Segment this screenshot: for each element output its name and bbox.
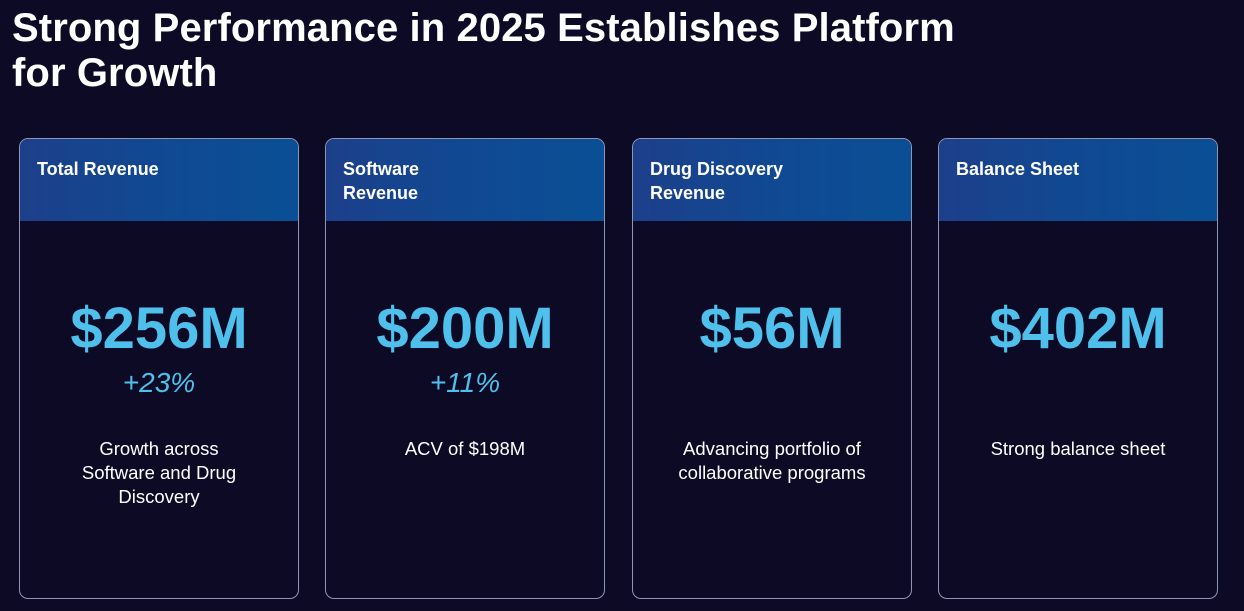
card-body: $56M Advancing portfolio of collaborativ… [633,221,911,598]
card-body: $256M +23% Growth across Software and Dr… [20,221,298,598]
metric-description: Growth across Software and Drug Discover… [81,438,237,507]
card-drug-discovery-revenue: Drug Discovery Revenue $56M Advancing po… [632,138,912,599]
card-body: $200M +11% ACV of $198M [326,221,604,598]
card-header: Drug Discovery Revenue [633,139,911,221]
card-title: Balance Sheet [956,159,1080,179]
card-title: Total Revenue [37,159,159,179]
card-title: Software Revenue [343,159,420,203]
card-total-revenue: Total Revenue $256M +23% Growth across S… [19,138,299,599]
card-header: Balance Sheet [939,139,1217,221]
metric-change: +11% [429,367,501,398]
card-header: Total Revenue [20,139,298,221]
card-software-revenue: Software Revenue $200M +11% ACV of $198M [325,138,605,599]
metric-value: $56M [699,296,845,361]
metric-change: +23% [122,367,196,398]
metric-value: $256M [70,296,248,361]
slide-title: Strong Performance in 2025 Establishes P… [12,6,955,95]
card-title: Drug Discovery Revenue [650,159,784,203]
card-body: $402M Strong balance sheet [939,221,1217,598]
metric-value: $402M [989,296,1167,361]
card-header: Software Revenue [326,139,604,221]
metric-description: ACV of $198M [404,438,526,459]
card-balance-sheet: Balance Sheet $402M Strong balance sheet [938,138,1218,599]
metric-description: Advancing portfolio of collaborative pro… [678,438,866,483]
metric-description: Strong balance sheet [990,438,1166,459]
metric-value: $200M [376,296,554,361]
metric-cards: Total Revenue $256M +23% Growth across S… [19,138,1221,601]
